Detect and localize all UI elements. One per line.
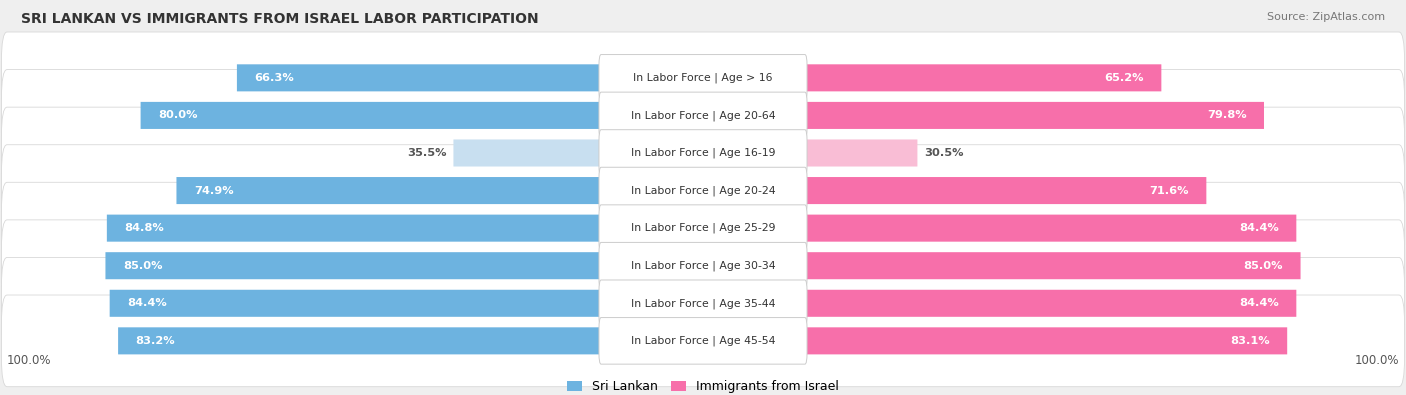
Text: In Labor Force | Age 25-29: In Labor Force | Age 25-29: [631, 223, 775, 233]
Text: In Labor Force | Age 35-44: In Labor Force | Age 35-44: [631, 298, 775, 308]
FancyBboxPatch shape: [1, 32, 1405, 124]
Text: 80.0%: 80.0%: [159, 111, 198, 120]
Text: In Labor Force | Age 20-64: In Labor Force | Age 20-64: [631, 110, 775, 120]
FancyBboxPatch shape: [238, 64, 703, 91]
Text: In Labor Force | Age 45-54: In Labor Force | Age 45-54: [631, 336, 775, 346]
FancyBboxPatch shape: [1, 107, 1405, 199]
FancyBboxPatch shape: [599, 318, 807, 364]
FancyBboxPatch shape: [110, 290, 703, 317]
Text: 79.8%: 79.8%: [1206, 111, 1247, 120]
FancyBboxPatch shape: [703, 102, 1264, 129]
FancyBboxPatch shape: [1, 295, 1405, 387]
FancyBboxPatch shape: [599, 243, 807, 289]
FancyBboxPatch shape: [599, 130, 807, 176]
Text: 84.8%: 84.8%: [125, 223, 165, 233]
FancyBboxPatch shape: [105, 252, 703, 279]
FancyBboxPatch shape: [599, 92, 807, 139]
Text: 74.9%: 74.9%: [194, 186, 233, 196]
Text: 100.0%: 100.0%: [7, 354, 52, 367]
Text: 85.0%: 85.0%: [1243, 261, 1284, 271]
FancyBboxPatch shape: [1, 70, 1405, 161]
Text: 84.4%: 84.4%: [127, 298, 167, 308]
FancyBboxPatch shape: [1, 220, 1405, 312]
Text: In Labor Force | Age 16-19: In Labor Force | Age 16-19: [631, 148, 775, 158]
FancyBboxPatch shape: [453, 139, 703, 167]
FancyBboxPatch shape: [599, 280, 807, 327]
Text: 83.1%: 83.1%: [1230, 336, 1270, 346]
Text: 66.3%: 66.3%: [254, 73, 294, 83]
Text: 35.5%: 35.5%: [406, 148, 447, 158]
Text: 30.5%: 30.5%: [925, 148, 965, 158]
Text: 85.0%: 85.0%: [124, 261, 163, 271]
Text: 84.4%: 84.4%: [1239, 298, 1279, 308]
FancyBboxPatch shape: [703, 177, 1206, 204]
FancyBboxPatch shape: [1, 258, 1405, 349]
Text: In Labor Force | Age > 16: In Labor Force | Age > 16: [633, 73, 773, 83]
Text: Source: ZipAtlas.com: Source: ZipAtlas.com: [1267, 12, 1385, 22]
FancyBboxPatch shape: [107, 214, 703, 242]
Text: In Labor Force | Age 20-24: In Labor Force | Age 20-24: [631, 185, 775, 196]
FancyBboxPatch shape: [703, 139, 918, 167]
Text: 83.2%: 83.2%: [135, 336, 176, 346]
Text: 84.4%: 84.4%: [1239, 223, 1279, 233]
FancyBboxPatch shape: [141, 102, 703, 129]
Text: 65.2%: 65.2%: [1104, 73, 1144, 83]
Text: SRI LANKAN VS IMMIGRANTS FROM ISRAEL LABOR PARTICIPATION: SRI LANKAN VS IMMIGRANTS FROM ISRAEL LAB…: [21, 12, 538, 26]
FancyBboxPatch shape: [1, 145, 1405, 236]
FancyBboxPatch shape: [118, 327, 703, 354]
FancyBboxPatch shape: [599, 167, 807, 214]
FancyBboxPatch shape: [703, 290, 1296, 317]
FancyBboxPatch shape: [703, 64, 1161, 91]
FancyBboxPatch shape: [599, 205, 807, 252]
FancyBboxPatch shape: [1, 182, 1405, 274]
FancyBboxPatch shape: [703, 252, 1301, 279]
FancyBboxPatch shape: [703, 214, 1296, 242]
Text: 100.0%: 100.0%: [1354, 354, 1399, 367]
Text: In Labor Force | Age 30-34: In Labor Force | Age 30-34: [631, 260, 775, 271]
Legend: Sri Lankan, Immigrants from Israel: Sri Lankan, Immigrants from Israel: [564, 377, 842, 395]
FancyBboxPatch shape: [599, 55, 807, 101]
FancyBboxPatch shape: [177, 177, 703, 204]
Text: 71.6%: 71.6%: [1149, 186, 1189, 196]
FancyBboxPatch shape: [703, 327, 1288, 354]
